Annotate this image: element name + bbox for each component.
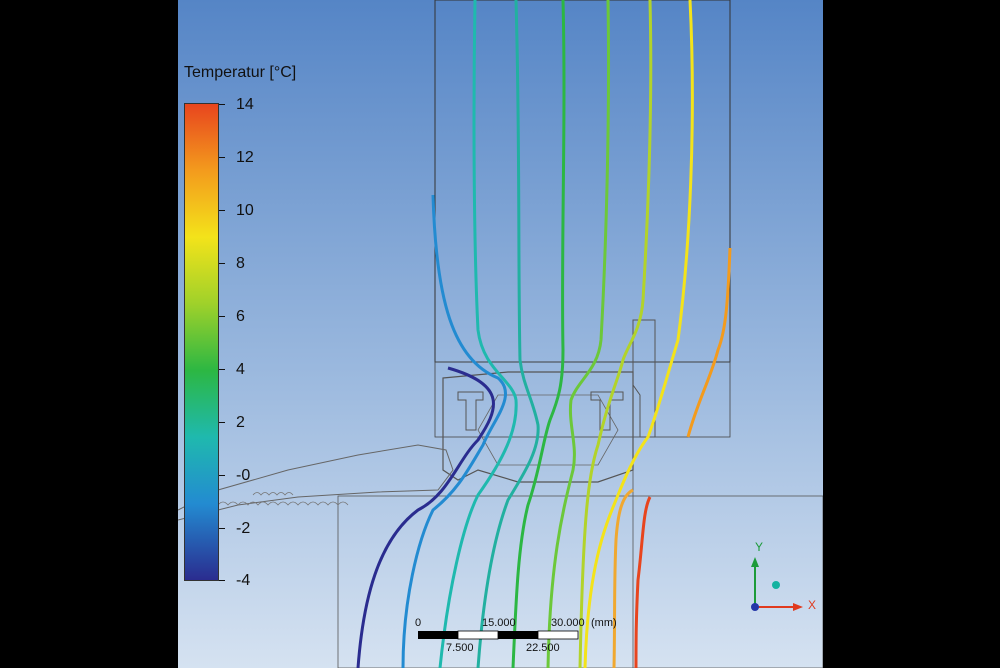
scale-unit-label: (mm) — [591, 617, 617, 629]
legend-tick-mark — [219, 422, 225, 423]
legend-tick-label: 10 — [236, 202, 254, 219]
x-axis-arrowhead — [793, 603, 803, 611]
isotherm-12 — [686, 247, 732, 438]
legend-tick-mark — [219, 528, 225, 529]
scale-label-bottom: 22.500 — [526, 642, 560, 654]
isotherm-9 — [583, 0, 694, 668]
legend-tick-label: 4 — [236, 361, 245, 378]
gasket-left — [457, 391, 484, 431]
scale-label-top: 15.000 — [482, 617, 516, 629]
legend-tick-label: 6 — [236, 308, 245, 325]
isotherm-11 — [612, 488, 634, 668]
legend-tick-mark — [219, 475, 225, 476]
legend-tick-mark — [219, 104, 225, 105]
legend-tick-mark — [219, 210, 225, 211]
temperature-color-bar — [184, 103, 219, 581]
isotherm-neg4 — [356, 366, 495, 668]
inner-glazing-outline — [434, 361, 731, 438]
isotherm-0 — [438, 0, 518, 668]
view-center-dot — [772, 581, 780, 589]
x-axis-label: X — [808, 598, 817, 612]
wall-outline — [337, 495, 823, 668]
legend-tick-label: 12 — [236, 149, 254, 166]
legend-tick-label: 2 — [236, 414, 245, 431]
legend-tick-mark — [219, 580, 225, 581]
z-axis-origin — [751, 603, 759, 611]
simulation-viewport[interactable]: Temperatur [°C] 14 12 10 8 6 4 2 -0 -2 -… — [178, 0, 823, 668]
isotherm-5 — [546, 0, 611, 668]
scale-label-top: 0 — [415, 617, 422, 629]
isotherm-neg2-top — [401, 194, 507, 668]
legend-tick-label: 8 — [236, 255, 245, 272]
legend-tick-label: -0 — [236, 467, 251, 484]
legend-tick-mark — [219, 369, 225, 370]
glazing-bead — [632, 319, 656, 438]
frame-profile — [442, 371, 634, 483]
glass-pane-outline — [434, 0, 731, 363]
legend-title: Temperatur [°C] — [184, 64, 297, 81]
scale-bar-seg-1 — [418, 631, 458, 639]
sill-tabs — [252, 492, 294, 496]
legend-tick-mark — [219, 157, 225, 158]
isotherm-cross-section — [178, 0, 823, 668]
isotherm-2 — [476, 0, 540, 668]
isotherm-3 — [511, 0, 566, 668]
y-axis-arrowhead — [751, 557, 759, 567]
frame-core — [477, 394, 619, 466]
gasket-right — [590, 391, 624, 431]
scale-bar-seg-4 — [537, 630, 579, 640]
legend-tick-mark — [219, 263, 225, 264]
isotherm-14 — [634, 496, 652, 668]
y-axis-label: Y — [755, 540, 764, 554]
legend-tick-label: -4 — [236, 572, 251, 589]
scale-bar-seg-2 — [457, 630, 499, 640]
legend-tick-mark — [219, 316, 225, 317]
legend-tick-label: 14 — [236, 96, 254, 113]
legend-tick-label: -2 — [236, 520, 251, 537]
scale-bar-seg-3 — [498, 631, 538, 639]
scale-label-bottom: 7.500 — [446, 642, 474, 654]
isotherm-7 — [578, 0, 653, 668]
window-sill — [178, 444, 454, 521]
scale-label-top: 30.000 — [551, 617, 585, 629]
